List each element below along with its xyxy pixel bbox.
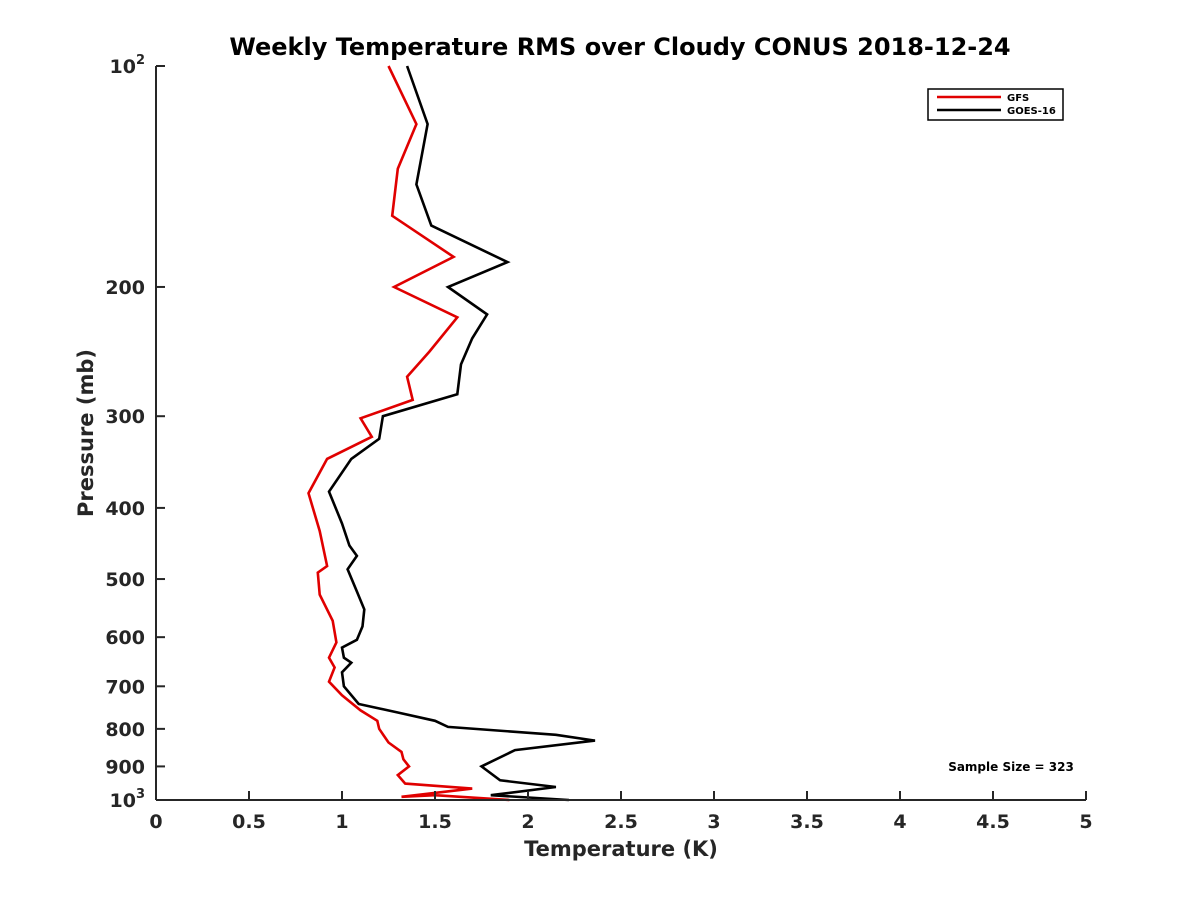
x-tick-label: 5 [1079, 811, 1092, 833]
x-tick-label: 3.5 [790, 811, 824, 833]
legend-box [927, 88, 1064, 121]
x-tick-label: 1 [335, 811, 348, 833]
series-line-goes16 [327, 65, 596, 802]
x-tick-label: 3 [707, 811, 720, 833]
y-tick-label: 900 [105, 756, 145, 778]
plot-area: 0 0.5 1 1.5 2 2.5 3 3.5 4 4.5 5 102200300400500600… [105, 53, 1092, 833]
x-axis-label: Temperature (K) [524, 837, 718, 861]
x-ticks: 0 0.5 1 1.5 2 2.5 3 3.5 4 4.5 5 [149, 791, 1093, 833]
x-tick-label: 0 [149, 811, 162, 833]
y-tick-label: 103 [110, 787, 146, 812]
x-tick-label: 2 [521, 811, 534, 833]
sample-size-annotation: Sample Size = 323 [948, 760, 1074, 774]
y-tick-label: 200 [105, 277, 145, 299]
y-axis-label: Pressure (mb) [74, 349, 98, 517]
y-tick-base: 10 [110, 790, 136, 812]
y-tick-label: 102 [110, 53, 146, 78]
y-tick-label: 300 [105, 406, 145, 428]
x-tick-label: 0.5 [232, 811, 266, 833]
y-tick-label: 700 [105, 676, 145, 698]
x-tick-label: 1.5 [418, 811, 452, 833]
y-tick-exponent: 3 [136, 787, 145, 802]
x-tick-label: 2.5 [604, 811, 638, 833]
x-tick-label: 4.5 [976, 811, 1010, 833]
y-tick-exponent: 2 [136, 53, 145, 68]
legend-label-goes16: GOES-16 [1007, 106, 1056, 117]
x-tick-label: 4 [893, 811, 906, 833]
y-tick-label: 500 [105, 569, 145, 591]
y-tick-label: 400 [105, 498, 145, 520]
legend: GFS GOES-16 [927, 88, 1064, 121]
chart-title: Weekly Temperature RMS over Cloudy CONUS… [229, 33, 1010, 61]
y-tick-label: 800 [105, 719, 145, 741]
series-layer [307, 65, 596, 802]
y-tick-base: 10 [110, 56, 136, 78]
y-tick-label: 600 [105, 627, 145, 649]
series-line-gfs [307, 65, 510, 802]
legend-label-gfs: GFS [1007, 93, 1029, 104]
